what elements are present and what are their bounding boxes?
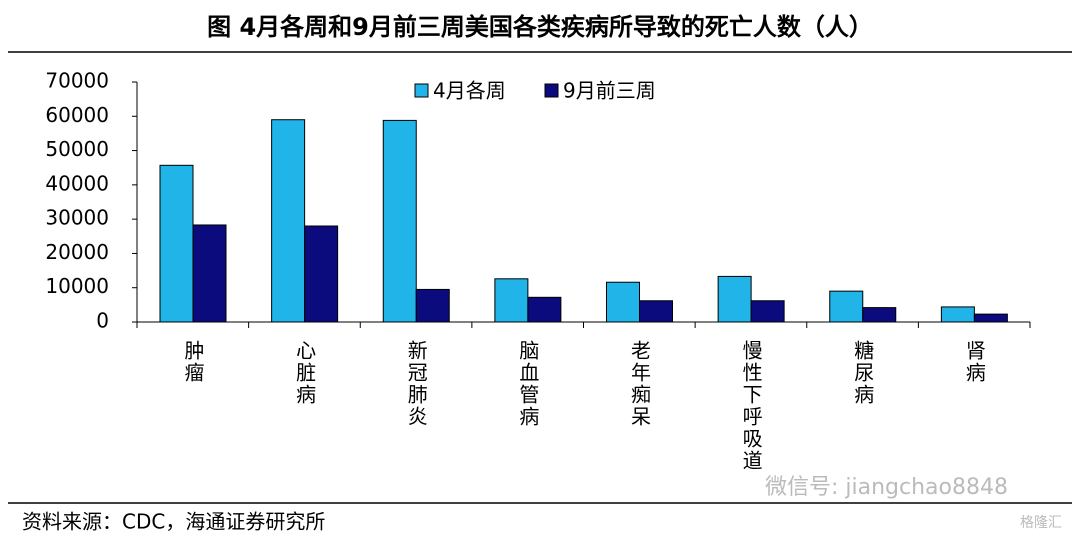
y-tick-label: 20000	[45, 240, 109, 264]
bar	[973, 313, 1008, 323]
bar	[304, 225, 339, 323]
bar	[862, 307, 897, 323]
bar	[271, 119, 306, 323]
x-tick-label: 心脏病	[293, 340, 317, 406]
legend-label: 4月各周	[433, 79, 506, 103]
x-tick-label: 慢性下呼吸道	[739, 340, 763, 472]
legend-label: 9月前三周	[563, 79, 656, 103]
legend-swatch	[544, 83, 559, 98]
y-tick-label: 50000	[45, 137, 109, 161]
bar	[940, 306, 975, 323]
x-tick-label: 糖尿病	[851, 340, 875, 406]
bar	[606, 281, 640, 323]
watermark: 微信号: jiangchao8848	[765, 475, 1008, 500]
chart-title: 图 4月各周和9月前三周美国各类疾病所导致的死亡人数（人）	[207, 13, 873, 41]
source: 资料来源：CDC，海通证券研究所	[22, 510, 325, 534]
bar	[717, 275, 752, 323]
y-tick-label: 30000	[45, 206, 109, 230]
bar	[527, 296, 562, 323]
logo: 格隆汇	[1020, 515, 1062, 531]
y-tick-label: 10000	[45, 274, 109, 298]
bar	[415, 288, 450, 323]
legend-swatch	[414, 83, 429, 98]
bar	[639, 300, 673, 323]
bar	[159, 164, 194, 323]
x-tick-label: 肿瘤	[181, 340, 205, 384]
bar	[192, 224, 227, 323]
x-tick-label: 肾病	[962, 340, 986, 384]
bar	[494, 278, 529, 323]
bar	[382, 119, 417, 323]
bar	[750, 300, 785, 323]
x-tick-label: 老年痴呆	[628, 340, 652, 428]
y-tick-label: 40000	[45, 171, 109, 195]
x-tick-label: 脑血管病	[516, 340, 540, 428]
bar	[829, 290, 864, 323]
y-tick-label: 70000	[45, 69, 109, 93]
y-tick-label: 0	[96, 309, 109, 333]
x-tick-label: 新冠肺炎	[404, 340, 428, 428]
y-tick-label: 60000	[45, 103, 109, 127]
